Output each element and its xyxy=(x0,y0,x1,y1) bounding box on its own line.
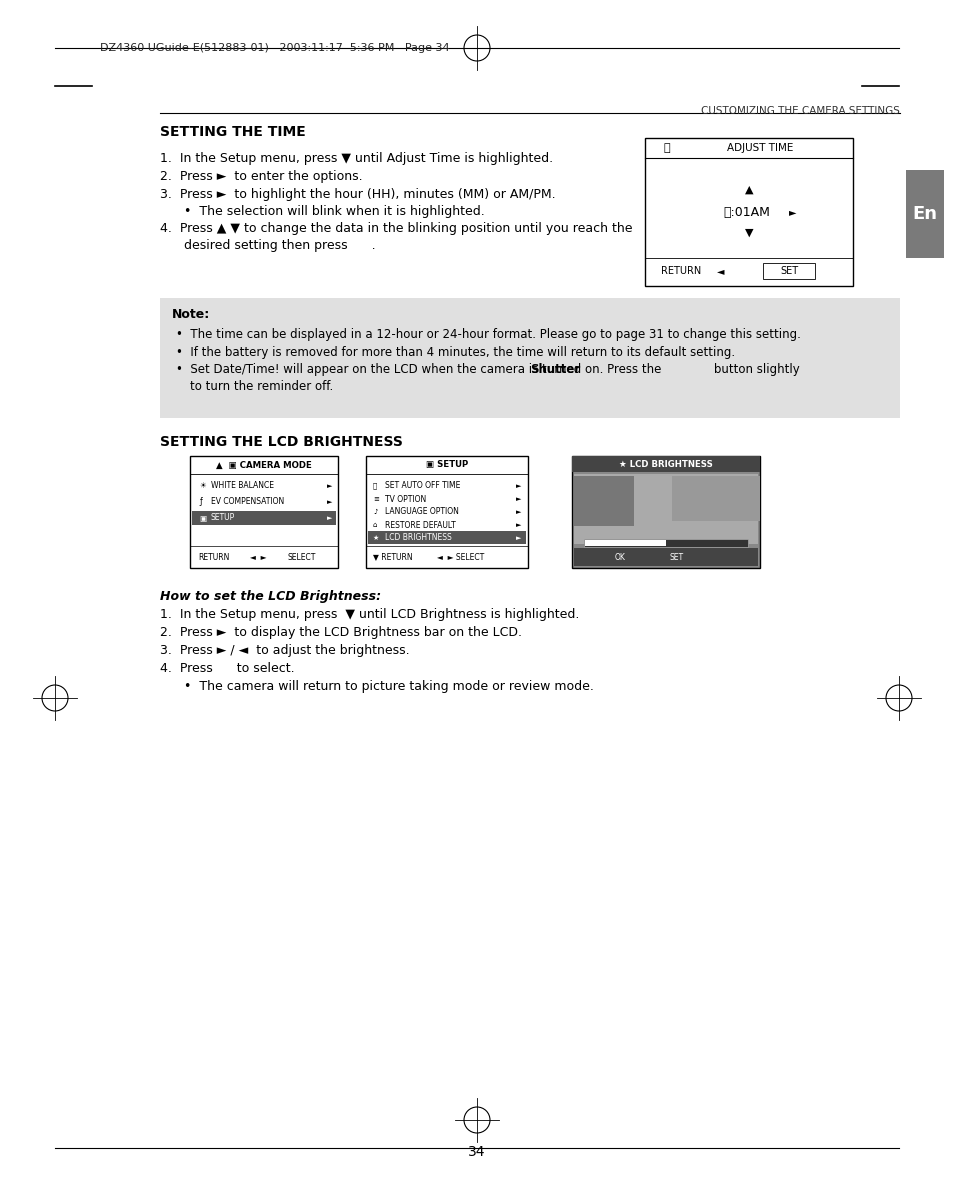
Text: ▣ SETUP: ▣ SETUP xyxy=(425,461,468,470)
Bar xyxy=(584,540,665,546)
Text: ▼: ▼ xyxy=(744,228,753,239)
FancyBboxPatch shape xyxy=(572,456,760,568)
Text: 3.  Press ► / ◄  to adjust the brightness.: 3. Press ► / ◄ to adjust the brightness. xyxy=(160,644,409,657)
Text: •  The time can be displayed in a 12-hour or 24-hour format. Please go to page 3: • The time can be displayed in a 12-hour… xyxy=(175,328,800,341)
FancyBboxPatch shape xyxy=(366,456,527,568)
Text: SET: SET xyxy=(780,266,798,276)
Text: CUSTOMIZING THE CAMERA SETTINGS: CUSTOMIZING THE CAMERA SETTINGS xyxy=(700,106,899,116)
FancyBboxPatch shape xyxy=(644,138,852,286)
Text: ⌂: ⌂ xyxy=(373,522,377,528)
Bar xyxy=(572,456,760,472)
Text: ◄: ◄ xyxy=(717,266,724,276)
Text: RESTORE DEFAULT: RESTORE DEFAULT xyxy=(385,521,456,529)
Text: ►: ► xyxy=(515,483,520,489)
Text: 3.  Press ►  to highlight the hour (HH), minutes (MM) or AM/PM.: 3. Press ► to highlight the hour (HH), m… xyxy=(160,188,555,201)
Text: How to set the LCD Brightness:: How to set the LCD Brightness: xyxy=(160,590,381,603)
Bar xyxy=(368,531,525,544)
Text: SELECT: SELECT xyxy=(288,553,316,561)
Text: 1.  In the Setup menu, press ▼ until Adjust Time is highlighted.: 1. In the Setup menu, press ▼ until Adju… xyxy=(160,152,553,165)
FancyBboxPatch shape xyxy=(190,456,337,568)
Text: •  Set Date/Time! will appear on the LCD when the camera is turned on. Press the: • Set Date/Time! will appear on the LCD … xyxy=(175,363,799,376)
Text: ►: ► xyxy=(515,535,520,541)
Bar xyxy=(192,511,335,526)
Text: En: En xyxy=(911,205,937,223)
Text: ★: ★ xyxy=(373,535,379,541)
Text: SETTING THE TIME: SETTING THE TIME xyxy=(160,125,305,139)
Text: ◄  ► SELECT: ◄ ► SELECT xyxy=(436,553,484,561)
Text: RETURN: RETURN xyxy=(660,266,700,276)
Text: LANGUAGE OPTION: LANGUAGE OPTION xyxy=(385,508,458,516)
Text: Note:: Note: xyxy=(172,308,210,321)
Text: 4.  Press      to select.: 4. Press to select. xyxy=(160,663,294,676)
Text: ⌛: ⌛ xyxy=(373,483,376,489)
Text: SETUP: SETUP xyxy=(211,514,235,522)
Text: 34: 34 xyxy=(468,1146,485,1159)
Bar xyxy=(574,548,758,566)
Text: ▣: ▣ xyxy=(199,514,206,522)
Text: desired setting then press      .: desired setting then press . xyxy=(184,239,375,252)
Bar xyxy=(574,476,634,526)
Text: RETURN: RETURN xyxy=(198,553,229,561)
Bar xyxy=(574,474,758,544)
Text: 1.  In the Setup menu, press  ▼ until LCD Brightness is highlighted.: 1. In the Setup menu, press ▼ until LCD … xyxy=(160,608,578,621)
Text: SETTING THE LCD BRIGHTNESS: SETTING THE LCD BRIGHTNESS xyxy=(160,435,402,449)
Text: SET AUTO OFF TIME: SET AUTO OFF TIME xyxy=(385,482,460,490)
Text: 2.  Press ►  to enter the options.: 2. Press ► to enter the options. xyxy=(160,170,362,183)
Text: TV OPTION: TV OPTION xyxy=(385,495,426,503)
Text: ▼ RETURN: ▼ RETURN xyxy=(373,553,413,561)
Text: ⌛: ⌛ xyxy=(663,143,670,154)
Text: EV COMPENSATION: EV COMPENSATION xyxy=(211,497,284,507)
Text: ⎕:01AM: ⎕:01AM xyxy=(722,205,769,218)
Text: WHITE BALANCE: WHITE BALANCE xyxy=(211,482,274,490)
Text: Shutter: Shutter xyxy=(530,363,579,376)
Bar xyxy=(762,263,814,279)
Text: ADJUST TIME: ADJUST TIME xyxy=(726,143,792,154)
FancyBboxPatch shape xyxy=(160,298,899,418)
Text: •  The camera will return to picture taking mode or review mode.: • The camera will return to picture taki… xyxy=(184,680,594,693)
Text: ►: ► xyxy=(788,207,796,217)
Text: ♪: ♪ xyxy=(373,509,377,515)
Text: •  If the battery is removed for more than 4 minutes, the time will return to it: • If the battery is removed for more tha… xyxy=(175,346,735,359)
Text: ◄  ►: ◄ ► xyxy=(250,553,266,561)
Text: ▲: ▲ xyxy=(744,185,753,195)
Bar xyxy=(583,539,747,547)
Bar xyxy=(671,476,760,521)
Text: ►: ► xyxy=(515,522,520,528)
Text: OK: OK xyxy=(614,553,625,561)
Text: ►: ► xyxy=(327,515,333,521)
Text: 4.  Press ▲ ▼ to change the data in the blinking position until you reach the: 4. Press ▲ ▼ to change the data in the b… xyxy=(160,222,632,235)
Text: ▲  ▣ CAMERA MODE: ▲ ▣ CAMERA MODE xyxy=(216,461,312,470)
Text: SET: SET xyxy=(669,553,683,561)
Text: 2.  Press ►  to display the LCD Brightness bar on the LCD.: 2. Press ► to display the LCD Brightness… xyxy=(160,626,521,639)
Text: ≡: ≡ xyxy=(373,496,378,502)
Text: ☀: ☀ xyxy=(199,482,206,490)
Text: ƒ: ƒ xyxy=(199,497,201,507)
Bar xyxy=(905,170,943,257)
Text: ►: ► xyxy=(327,483,333,489)
Text: •  The selection will blink when it is highlighted.: • The selection will blink when it is hi… xyxy=(184,205,484,218)
Text: ►: ► xyxy=(515,496,520,502)
Text: ★ LCD BRIGHTNESS: ★ LCD BRIGHTNESS xyxy=(618,459,712,469)
Text: ►: ► xyxy=(515,509,520,515)
Text: LCD BRIGHTNESS: LCD BRIGHTNESS xyxy=(385,534,452,542)
Text: to turn the reminder off.: to turn the reminder off. xyxy=(190,380,333,393)
Text: ►: ► xyxy=(327,500,333,505)
Text: DZ4360 UGuide-E(512883-01)   2003:11:17  5:36 PM   Page 34: DZ4360 UGuide-E(512883-01) 2003:11:17 5:… xyxy=(100,43,449,53)
